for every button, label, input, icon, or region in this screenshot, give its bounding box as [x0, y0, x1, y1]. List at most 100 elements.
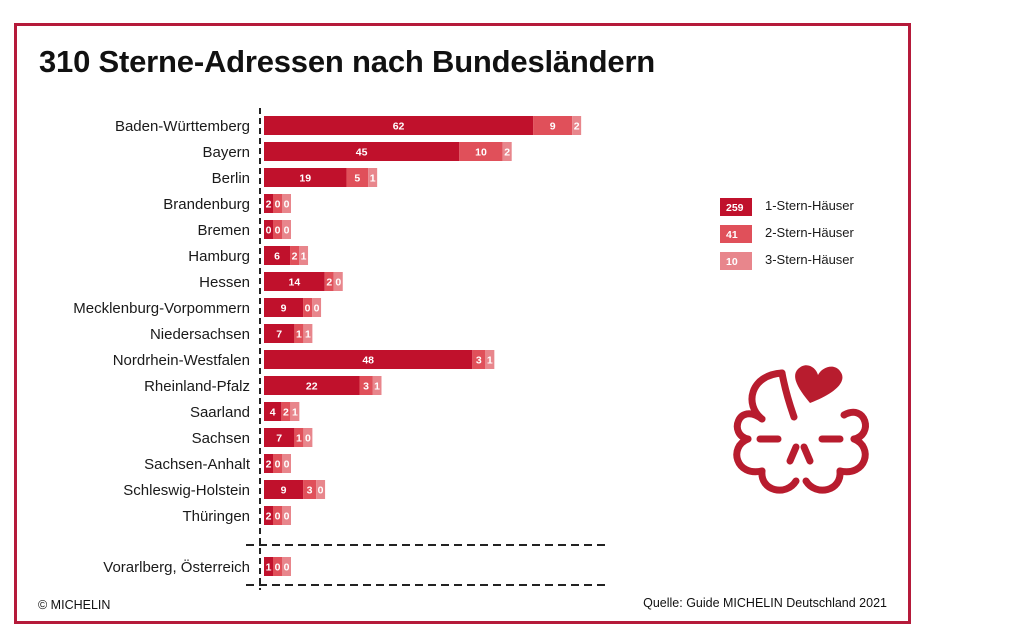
- bar-segment-1-stern: [264, 116, 534, 135]
- bar-value-label: 9: [281, 485, 287, 497]
- bar-segment-1-stern: [264, 168, 347, 187]
- bar-value-label: 0: [266, 225, 272, 237]
- bar-value-label: 1: [296, 433, 302, 445]
- bar-value-label: 45: [356, 147, 368, 159]
- bar-value-label: 9: [281, 303, 287, 315]
- bar-value-label: 22: [306, 381, 318, 393]
- bar-segment-2-stern: [303, 480, 317, 499]
- bar-segment-3-stern: [290, 402, 300, 421]
- bar-segment-3-stern: [312, 298, 322, 317]
- bar-segment-3-stern: [368, 168, 378, 187]
- legend-total: 259: [726, 202, 744, 214]
- bar-segment-3-stern: [485, 350, 495, 369]
- bar-value-label: 2: [266, 511, 272, 523]
- bar-value-label: 9: [550, 121, 556, 133]
- category-labels: Baden-Württemberg Bayern Berlin Brandenburg…: [73, 118, 251, 576]
- bar-value-label: 2: [326, 277, 332, 289]
- bar-value-label: 2: [266, 459, 272, 471]
- bar-segment-1-stern: [264, 480, 304, 499]
- bar-value-label: 48: [362, 355, 374, 367]
- bar-segment-2-stern: [273, 454, 282, 473]
- legend-swatch: [720, 225, 752, 243]
- category-label: Baden-Württemberg: [115, 118, 250, 135]
- bar-segment-1-stern: [264, 324, 295, 343]
- category-label: Brandenburg: [163, 196, 250, 213]
- bar-value-label: 0: [284, 511, 290, 523]
- category-label: Bremen: [197, 222, 250, 239]
- bar-value-label: 0: [318, 485, 324, 497]
- bar-value-label: 0: [284, 225, 290, 237]
- bar-segment-3-stern: [282, 194, 291, 213]
- bar-segment-1-stern: [264, 376, 360, 395]
- legend-total: 41: [726, 229, 738, 241]
- bar-value-label: 3: [363, 381, 369, 393]
- category-label: Hessen: [199, 274, 250, 291]
- bar-segment-1-stern: [264, 428, 295, 447]
- heart-shape: [795, 365, 843, 403]
- category-label: Niedersachsen: [150, 326, 250, 343]
- bar-value-label: 0: [314, 303, 320, 315]
- bar-segment-1-stern: [264, 402, 282, 421]
- bar-value-label: 7: [276, 433, 282, 445]
- bar-value-label: 0: [284, 199, 290, 211]
- bar-segment-3-stern: [372, 376, 382, 395]
- bar-segment-2-stern: [303, 298, 313, 317]
- bar-value-label: 0: [275, 225, 281, 237]
- category-label: Rheinland-Pfalz: [144, 378, 250, 395]
- category-label: Thüringen: [182, 508, 250, 525]
- bar-value-label: 1: [266, 562, 272, 574]
- bar-segment-3-stern: [282, 454, 291, 473]
- legend: 259 1-Stern-Häuser 41 2-Stern-Häuser 10 3-Ste…: [720, 198, 855, 270]
- category-label: Mecklenburg-Vorpommern: [73, 300, 250, 317]
- bar-segment-1-stern: [264, 298, 304, 317]
- bar-value-label: 0: [335, 277, 341, 289]
- bar-segment-1-stern: [264, 194, 273, 213]
- bar-segment-2-stern: [273, 506, 282, 525]
- bar-segment-1-stern: [264, 557, 273, 576]
- bar-segment-2-stern: [533, 116, 573, 135]
- bar-segment-3-stern: [282, 506, 291, 525]
- legend-label: 3-Stern-Häuser: [765, 252, 855, 267]
- category-label: Sachsen: [192, 430, 250, 447]
- category-label: Vorarlberg, Österreich: [103, 558, 250, 576]
- legend-label: 2-Stern-Häuser: [765, 225, 855, 240]
- bar-segment-1-stern: [264, 350, 473, 369]
- category-label: Schleswig-Holstein: [123, 482, 250, 499]
- bar-value-label: 14: [289, 277, 301, 289]
- bar-value-label: 1: [292, 407, 298, 419]
- bar-value-label: 1: [305, 329, 311, 341]
- bar-segment-2-stern: [273, 220, 282, 239]
- category-label: Hamburg: [188, 248, 250, 265]
- category-label: Berlin: [212, 170, 250, 187]
- bar-value-label: 1: [487, 355, 493, 367]
- bar-segment-3-stern: [572, 116, 582, 135]
- bar-segment-2-stern: [273, 194, 282, 213]
- legend-swatch: [720, 252, 752, 270]
- bar-value-label: 3: [476, 355, 482, 367]
- bar-value-label: 4: [270, 407, 276, 419]
- category-label: Nordrhein-Westfalen: [113, 352, 250, 369]
- category-label: Saarland: [190, 404, 250, 421]
- bar-value-label: 2: [292, 251, 298, 263]
- bar-value-label: 0: [305, 303, 311, 315]
- source-note: Quelle: Guide MICHELIN Deutschland 2021: [643, 596, 887, 610]
- bar-value-label: 19: [299, 173, 311, 185]
- bar-value-label: 3: [307, 485, 313, 497]
- bar-segment-2-stern: [281, 402, 291, 421]
- bar-value-label: 2: [283, 407, 289, 419]
- bar-value-label: 6: [274, 251, 280, 263]
- bar-value-label: 1: [296, 329, 302, 341]
- bar-value-label: 0: [305, 433, 311, 445]
- bar-value-label: 10: [475, 147, 487, 159]
- bar-value-label: 1: [370, 173, 376, 185]
- bar-segment-2-stern: [294, 428, 304, 447]
- bar-segment-1-stern: [264, 454, 273, 473]
- legend-total: 10: [726, 256, 738, 268]
- bar-segment-2-stern: [472, 350, 486, 369]
- bar-value-label: 0: [284, 562, 290, 574]
- chart-frame: [14, 23, 911, 624]
- category-label: Sachsen-Anhalt: [144, 456, 251, 473]
- bar-segment-1-stern: [264, 142, 460, 161]
- bar-segment-1-stern: [264, 272, 325, 291]
